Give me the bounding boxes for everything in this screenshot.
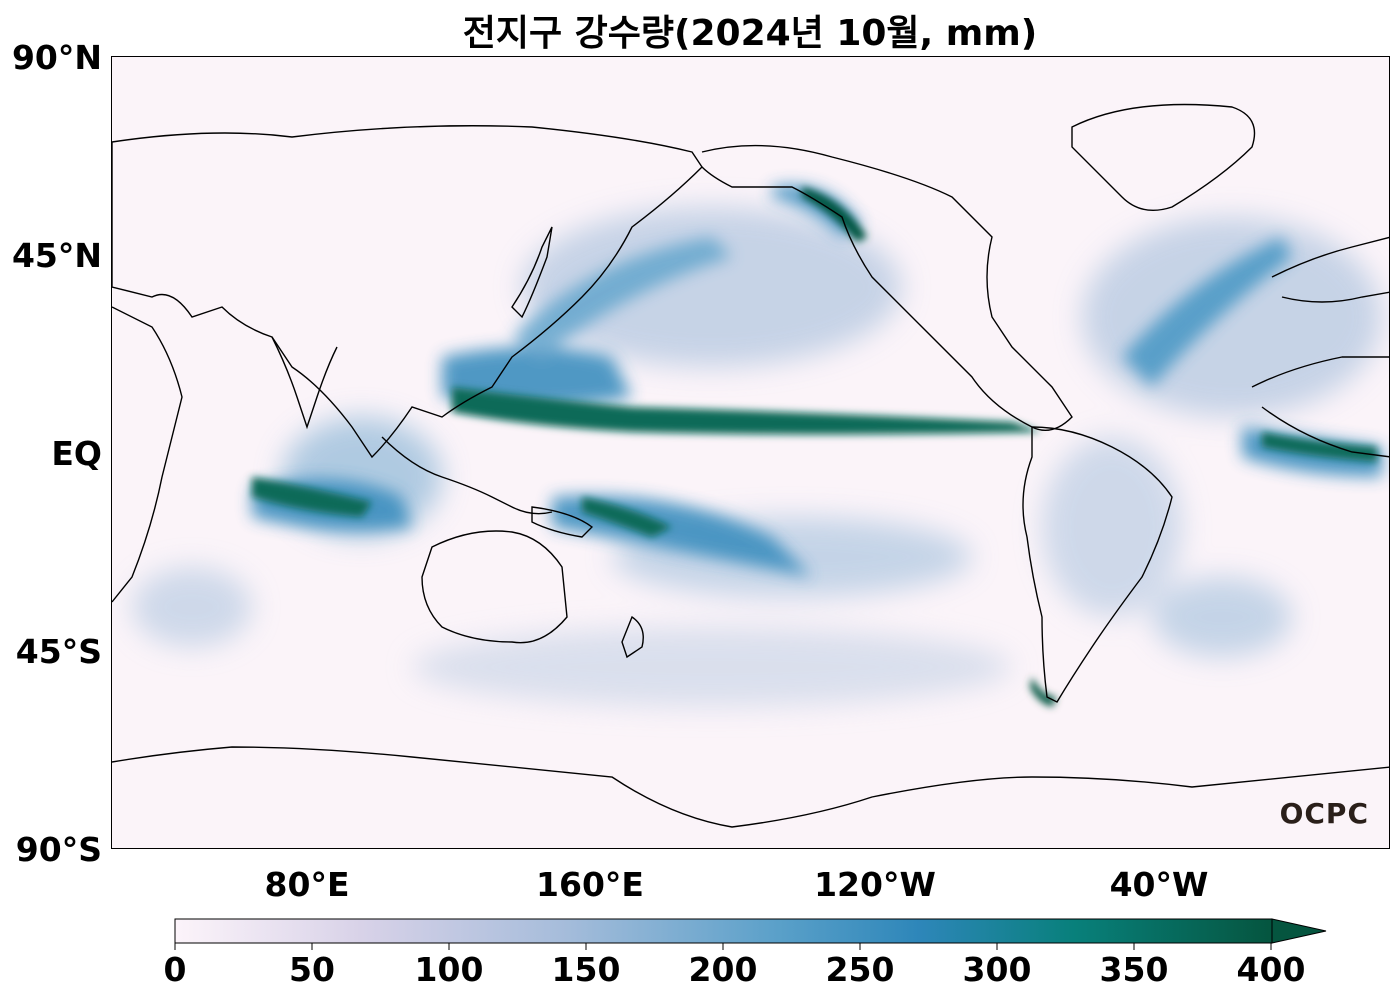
colorbar-tick-100: 100 bbox=[414, 950, 484, 989]
lat-label-45n: 45°N bbox=[11, 236, 102, 275]
colorbar-ticks bbox=[174, 943, 1272, 950]
colorbar-tick-50: 50 bbox=[289, 950, 335, 989]
colorbar-tick-350: 350 bbox=[1099, 950, 1169, 989]
colorbar-tick-400: 400 bbox=[1236, 950, 1306, 989]
map-title: 전지구 강수량(2024년 10월, mm) bbox=[462, 13, 1038, 54]
coastlines bbox=[112, 103, 1389, 828]
colorbar-tick-250: 250 bbox=[825, 950, 895, 989]
lat-label-90s: 90°S bbox=[15, 830, 102, 869]
ocpc-logo: OCPC bbox=[1279, 797, 1369, 830]
lon-label-160e: 160°E bbox=[536, 865, 644, 904]
colorbar-tick-150: 150 bbox=[551, 950, 621, 989]
lon-label-120w: 120°W bbox=[814, 865, 936, 904]
lat-label-45s: 45°S bbox=[15, 632, 102, 671]
colorbar-gradient bbox=[174, 918, 1273, 944]
map-canvas bbox=[112, 57, 1389, 848]
lat-label-eq: EQ bbox=[51, 434, 102, 473]
heavy-precip-layer bbox=[252, 187, 1377, 707]
colorbar-tick-300: 300 bbox=[962, 950, 1032, 989]
colorbar-tick-200: 200 bbox=[688, 950, 758, 989]
lon-label-80e: 80°E bbox=[264, 865, 350, 904]
colorbar-extend-arrow bbox=[1271, 918, 1327, 944]
lat-label-90n: 90°N bbox=[11, 38, 102, 77]
lon-label-40w: 40°W bbox=[1109, 865, 1209, 904]
precipitation-map: OCPC bbox=[111, 56, 1390, 849]
colorbar-tick-0: 0 bbox=[163, 950, 187, 989]
